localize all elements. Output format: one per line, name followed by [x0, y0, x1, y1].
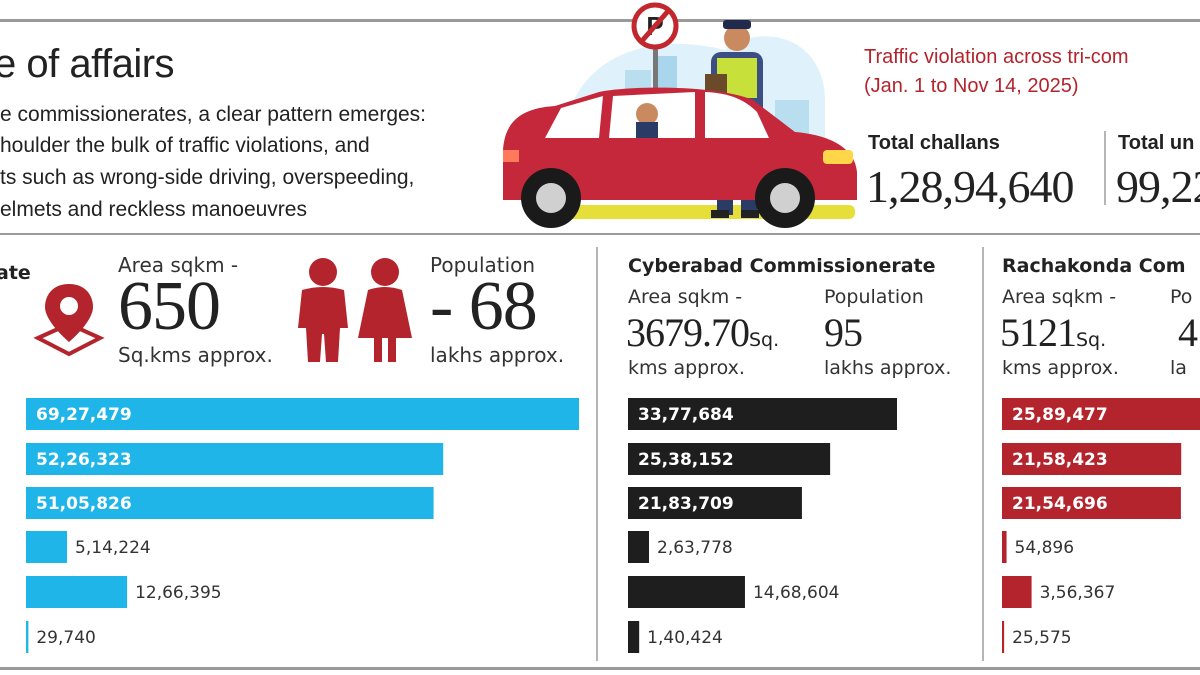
bar	[628, 576, 745, 608]
population-value: - 68	[430, 268, 538, 345]
bar-value-label: 25,89,477	[1012, 405, 1108, 425]
chart-subtitle: (Jan. 1 to Nov 14, 2025)	[864, 75, 1079, 97]
section-title-hyderabad: ate	[0, 262, 31, 284]
area-label: Area sqkm -	[628, 286, 743, 308]
population-value: 95	[824, 310, 863, 355]
total-challans-label: Total challans	[868, 132, 1000, 154]
area-unit-inline: Sq.	[749, 329, 780, 351]
area-value: 3679.70	[626, 310, 750, 355]
area-value: 650	[118, 268, 221, 345]
bar-chart-rachakonda: 25,89,477 21,58,423 21,54,696 54,896 3,56,36…	[1002, 398, 1200, 653]
bar	[26, 531, 68, 563]
car-illustration-icon: P	[503, 2, 857, 228]
area-label: Area sqkm -	[118, 253, 239, 277]
area-label: Area sqkm -	[1002, 286, 1117, 308]
population-label: Population	[430, 253, 536, 277]
bar-value-label: 52,26,323	[36, 450, 132, 470]
top-rule	[0, 19, 1200, 22]
bar	[1002, 398, 1200, 430]
bar	[26, 398, 579, 430]
page-title: e of affairs	[0, 42, 175, 86]
bar	[26, 576, 128, 608]
bar	[1002, 621, 1005, 653]
bar	[628, 443, 831, 475]
bottom-rule	[0, 667, 1200, 670]
area-unit: Sq.kms approx.	[118, 343, 273, 367]
bar-value-label: 25,38,152	[638, 450, 734, 470]
bar	[26, 487, 434, 519]
population-value: 4	[1178, 310, 1198, 355]
bar	[628, 621, 640, 653]
population-label: Population	[824, 286, 924, 308]
area-value: 5121	[1000, 310, 1077, 355]
bar-value-label: 21,58,423	[1012, 450, 1108, 470]
location-pin-icon	[33, 284, 105, 357]
intro-line: elmets and reckless manoeuvres	[0, 198, 307, 221]
column-divider	[596, 247, 598, 661]
car-body	[503, 87, 857, 228]
bar	[1002, 531, 1007, 563]
bar	[628, 398, 897, 430]
bar-value-label: 25,575	[1012, 628, 1071, 648]
people-icon	[298, 258, 412, 362]
bar-value-label: 2,63,778	[657, 538, 733, 558]
middle-rule	[0, 233, 1200, 235]
bar	[628, 487, 802, 519]
bar	[1002, 487, 1181, 519]
bar	[26, 621, 29, 653]
bar	[1002, 576, 1032, 608]
column-divider	[982, 247, 984, 661]
chart-title: Traffic violation across tri-com	[864, 46, 1129, 68]
area-unit: kms approx.	[628, 357, 745, 379]
population-label: Po	[1170, 286, 1193, 308]
area-value-group: 5121Sq.	[1000, 313, 1106, 360]
area-unit: kms approx.	[1002, 357, 1119, 379]
area-value-group: 3679.70Sq.	[626, 313, 779, 360]
bar-chart-hyderabad: 69,27,479 52,26,323 51,05,826 5,14,224 12,66…	[26, 398, 579, 653]
bar-value-label: 3,56,367	[1040, 583, 1116, 603]
bar-value-label: 14,68,604	[753, 583, 840, 603]
bar	[1002, 443, 1182, 475]
intro-line: e commissionerates, a clear pattern emer…	[0, 103, 427, 126]
intro-line: houlder the bulk of traffic violations, …	[0, 134, 370, 157]
population-unit: la	[1170, 357, 1187, 379]
total-second-value: 99,22	[1116, 161, 1200, 212]
bar-value-label: 69,27,479	[36, 405, 132, 425]
intro-line: ts such as wrong-side driving, overspeed…	[0, 166, 415, 189]
bar-value-label: 51,05,826	[36, 494, 132, 514]
bar-value-label: 5,14,224	[75, 538, 151, 558]
total-second-label: Total un	[1118, 132, 1195, 154]
stat-divider	[1104, 131, 1106, 205]
area-unit-inline: Sq.	[1076, 329, 1107, 351]
bar	[26, 443, 444, 475]
bar-value-label: 54,896	[1015, 538, 1074, 558]
no-parking-sign-icon: P	[631, 2, 679, 50]
bar-value-label: 1,40,424	[647, 628, 723, 648]
bar-value-label: 33,77,684	[638, 405, 734, 425]
bar-chart-cyberabad: 33,77,684 25,38,152 21,83,709 2,63,778 14,68…	[628, 398, 897, 653]
population-unit: lakhs approx.	[824, 357, 952, 379]
population-unit: lakhs approx.	[430, 343, 565, 367]
bar-value-label: 12,66,395	[135, 583, 222, 603]
total-challans-value: 1,28,94,640	[866, 161, 1074, 212]
section-title-cyberabad: Cyberabad Commissionerate	[628, 255, 936, 277]
bar-value-label: 21,83,709	[638, 494, 734, 514]
bar	[628, 531, 650, 563]
bar-value-label: 29,740	[36, 628, 95, 648]
section-title-rachakonda: Rachakonda Com	[1002, 255, 1186, 277]
bar-value-label: 21,54,696	[1012, 494, 1108, 514]
